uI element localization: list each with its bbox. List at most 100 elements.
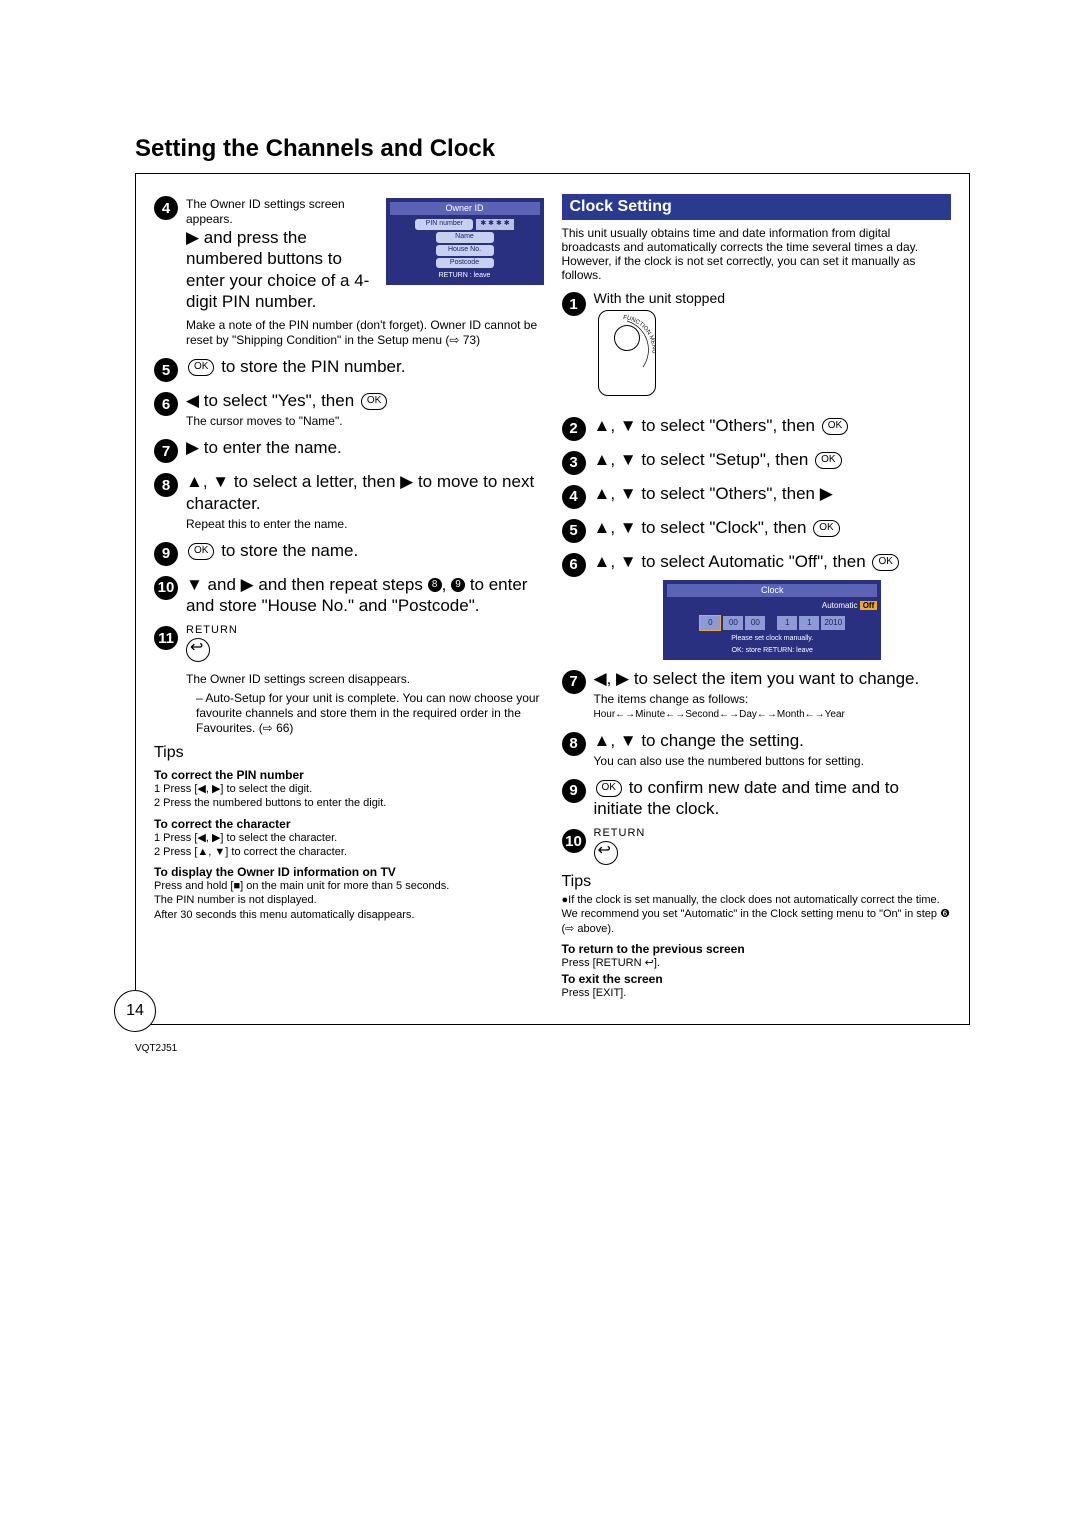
tips-return-body: Press [RETURN ↩]. xyxy=(562,956,952,970)
r-step1-text: With the unit stopped xyxy=(594,290,952,308)
return-label: RETURN xyxy=(186,624,544,638)
right-step-1: 1 With the unit stopped FUNCTION MENU xyxy=(562,290,952,407)
clock-auto-value: Off xyxy=(860,601,878,610)
r-step2-text: ▲, ▼ to select "Others", then xyxy=(594,416,815,435)
clock-box-title: Clock xyxy=(667,584,877,597)
step-number: 10 xyxy=(562,829,586,853)
step8-main: ▲, ▼ to select a letter, then ▶ to move … xyxy=(186,472,534,512)
clock-note-2: OK: store RETURN: leave xyxy=(667,647,877,656)
tips-exit-body: Press [EXIT]. xyxy=(562,986,952,1000)
clock-min: 00 xyxy=(723,616,743,630)
r-step7-sub: The items change as follows: xyxy=(594,692,952,707)
clock-intro: This unit usually obtains time and date … xyxy=(562,226,952,282)
step-number: 10 xyxy=(154,576,178,600)
clock-setting-header: Clock Setting xyxy=(562,194,952,220)
step-number: 8 xyxy=(154,473,178,497)
r-step7-seq: Hour←→Minute←→Second←→Day←→Month←→Year xyxy=(594,709,952,722)
pin-label: PIN number xyxy=(415,219,473,230)
ok-icon: OK xyxy=(361,393,387,410)
step-number: 11 xyxy=(154,626,178,650)
function-menu-icon: FUNCTION MENU xyxy=(599,311,655,395)
clock-month: 1 xyxy=(799,616,819,630)
step-number: 7 xyxy=(154,439,178,463)
step-number: 7 xyxy=(562,670,586,694)
tips-char-title: To correct the character xyxy=(154,817,544,831)
left-step-6: 6 ◀ to select "Yes", then OK The cursor … xyxy=(154,390,544,429)
return-label: RETURN xyxy=(594,827,952,841)
step11-sub1: The Owner ID settings screen disappears. xyxy=(186,672,544,687)
tips-pin-2: 2 Press the numbered buttons to enter th… xyxy=(154,796,544,810)
clock-sec: 00 xyxy=(745,616,765,630)
tips-disp-2: The PIN number is not displayed. xyxy=(154,893,544,907)
right-step-8: 8 ▲, ▼ to change the setting. You can al… xyxy=(562,730,952,769)
tips-char-2: 2 Press [▲, ▼] to correct the character. xyxy=(154,845,544,859)
left-step-11: 11 RETURN The Owner ID settings screen d… xyxy=(154,624,544,736)
ref-9-icon: 9 xyxy=(451,578,465,592)
step11-sub2: – Auto-Setup for your unit is complete. … xyxy=(186,691,544,736)
post-label: Postcode xyxy=(436,258,494,269)
r-step5-text: ▲, ▼ to select "Clock", then xyxy=(594,518,807,537)
ok-icon: OK xyxy=(815,452,841,469)
document-id: VQT2J51 xyxy=(135,1043,970,1054)
tips-disp-1: Press and hold [■] on the main unit for … xyxy=(154,879,544,893)
left-step-9: 9 OK to store the name. xyxy=(154,540,544,566)
step10-pre: ▼ and ▶ and then repeat steps xyxy=(186,575,428,594)
ok-icon: OK xyxy=(596,780,622,797)
tips-heading: Tips xyxy=(562,873,952,891)
r-step7-main: ◀, ▶ to select the item you want to chan… xyxy=(594,669,920,688)
r-step9-text: to confirm new date and time and to init… xyxy=(594,778,899,818)
step-number: 1 xyxy=(562,292,586,316)
ok-icon: OK xyxy=(188,543,214,560)
right-step-6: 6 ▲, ▼ to select Automatic "Off", then O… xyxy=(562,551,952,660)
step-number: 3 xyxy=(562,451,586,475)
owner-box-title: Owner ID xyxy=(390,202,540,215)
ok-icon: OK xyxy=(872,554,898,571)
step-number: 4 xyxy=(562,485,586,509)
owner-id-box: Owner ID PIN number✱ ✱ ✱ ✱ Name House No… xyxy=(386,198,544,285)
tips-disp-title: To display the Owner ID information on T… xyxy=(154,865,544,879)
ok-icon: OK xyxy=(813,520,839,537)
tips-return-title: To return to the previous screen xyxy=(562,942,952,956)
step-number: 2 xyxy=(562,417,586,441)
right-step-3: 3 ▲, ▼ to select "Setup", then OK xyxy=(562,449,952,475)
clock-hour: 0 xyxy=(699,615,721,631)
step7-text: ▶ to enter the name. xyxy=(186,437,544,458)
clock-auto-label: Automatic xyxy=(822,601,858,610)
clock-day: 1 xyxy=(777,616,797,630)
ok-icon: OK xyxy=(188,359,214,376)
clock-year: 2010 xyxy=(821,616,845,630)
left-step-10: 10 ▼ and ▶ and then repeat steps 8, 9 to… xyxy=(154,574,544,617)
tips-char-1: 1 Press [◀, ▶] to select the character. xyxy=(154,831,544,845)
clock-note-1: Please set clock manually. xyxy=(667,635,877,644)
ok-icon: OK xyxy=(822,418,848,435)
step-number: 6 xyxy=(562,553,586,577)
step-number: 9 xyxy=(154,542,178,566)
right-column: Clock Setting This unit usually obtains … xyxy=(562,194,952,1000)
ref-8-icon: 8 xyxy=(428,578,442,592)
tips-pin-title: To correct the PIN number xyxy=(154,768,544,782)
clock-box: Clock Automatic Off 0 00 00 1 1 2010 xyxy=(663,580,881,660)
return-icon xyxy=(186,638,210,662)
left-step-4: 4 Owner ID PIN number✱ ✱ ✱ ✱ Name House … xyxy=(154,194,544,348)
name-label: Name xyxy=(436,232,494,243)
left-step-7: 7 ▶ to enter the name. xyxy=(154,437,544,463)
step-number: 6 xyxy=(154,392,178,416)
step8-sub: Repeat this to enter the name. xyxy=(186,517,544,532)
tips-heading: Tips xyxy=(154,744,544,762)
step5-text: to store the PIN number. xyxy=(221,357,405,376)
right-step-5: 5 ▲, ▼ to select "Clock", then OK xyxy=(562,517,952,543)
left-step-5: 5 OK to store the PIN number. xyxy=(154,356,544,382)
r-step8-sub: You can also use the numbered buttons fo… xyxy=(594,754,952,769)
right-step-9: 9 OK to confirm new date and time and to… xyxy=(562,777,952,820)
svg-text:FUNCTION MENU: FUNCTION MENU xyxy=(622,314,654,353)
remote-icon: FUNCTION MENU xyxy=(598,310,656,396)
left-step-8: 8 ▲, ▼ to select a letter, then ▶ to mov… xyxy=(154,471,544,532)
step-number: 9 xyxy=(562,779,586,803)
tips-pin-1: 1 Press [◀, ▶] to select the digit. xyxy=(154,782,544,796)
return-icon xyxy=(594,841,618,865)
step-number: 5 xyxy=(562,519,586,543)
right-step-10: 10 RETURN xyxy=(562,827,952,865)
r-step3-text: ▲, ▼ to select "Setup", then xyxy=(594,450,809,469)
page-number: 14 xyxy=(114,990,156,1032)
step9-text: to store the name. xyxy=(221,541,358,560)
